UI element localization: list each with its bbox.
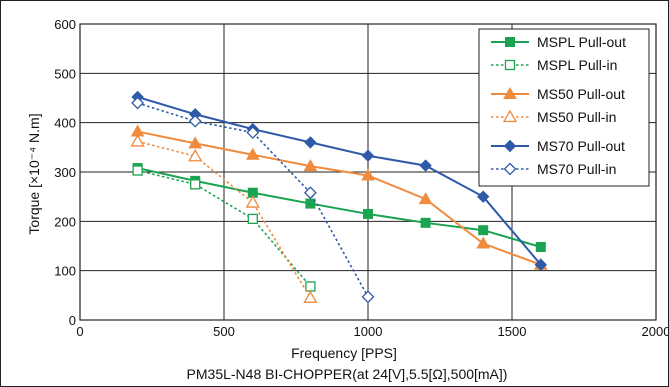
x-tick-label-4: 2000 — [642, 324, 668, 339]
x-tick-labels: 0 500 1000 1500 2000 — [76, 324, 668, 339]
y-tick-label-2: 200 — [54, 214, 76, 229]
data-point-1-0 — [133, 166, 142, 175]
data-point-3-0 — [132, 135, 144, 146]
data-point-3-3 — [304, 292, 316, 303]
x-tick-label-2: 1000 — [354, 324, 383, 339]
data-point-4-5 — [420, 160, 431, 171]
data-point-1-2 — [248, 214, 257, 223]
y-axis-title: Torque [×10⁻⁴ N.m] — [26, 113, 42, 234]
chart-caption: PM35L-N48 BI-CHOPPER(at 24[V],5.5[Ω],500… — [187, 366, 508, 382]
legend-label-1: MSPL Pull-in — [537, 57, 617, 73]
x-tick-label-0: 0 — [76, 324, 83, 339]
data-point-0-6 — [479, 226, 488, 235]
y-tick-label-5: 500 — [54, 66, 76, 81]
y-tick-labels: 0 100 200 300 400 500 600 — [54, 17, 76, 328]
legend-label-0: MSPL Pull-out — [537, 34, 626, 50]
data-point-4-3 — [305, 137, 316, 148]
data-point-3-2 — [247, 197, 259, 208]
legend-marker-1 — [506, 61, 515, 70]
data-point-0-4 — [364, 209, 373, 218]
data-point-0-5 — [421, 218, 430, 227]
legend-label-3: MS50 Pull-in — [537, 109, 616, 125]
y-tick-label-1: 100 — [54, 264, 76, 279]
x-tick-label-1: 500 — [213, 324, 235, 339]
data-point-0-3 — [306, 199, 315, 208]
legend-marker-0 — [506, 38, 515, 47]
y-tick-label-4: 400 — [54, 116, 76, 131]
y-tick-label-6: 600 — [54, 17, 76, 32]
data-point-1-3 — [306, 282, 315, 291]
data-point-4-4 — [363, 150, 374, 161]
data-point-0-7 — [536, 242, 545, 251]
data-point-5-1 — [190, 116, 201, 127]
x-tick-label-3: 1500 — [498, 324, 527, 339]
legend-label-5: MS70 Pull-in — [537, 161, 616, 177]
legend: MSPL Pull-out MSPL Pull-in MS50 Pull-out MS… — [479, 29, 649, 186]
legend-label-4: MS70 Pull-out — [537, 138, 625, 154]
y-tick-label-0: 0 — [69, 313, 76, 328]
data-point-1-1 — [191, 180, 200, 189]
legend-label-2: MS50 Pull-out — [537, 86, 625, 102]
y-tick-label-3: 300 — [54, 165, 76, 180]
x-axis-title: Frequency [PPS] — [291, 345, 397, 361]
data-point-5-4 — [363, 291, 374, 302]
